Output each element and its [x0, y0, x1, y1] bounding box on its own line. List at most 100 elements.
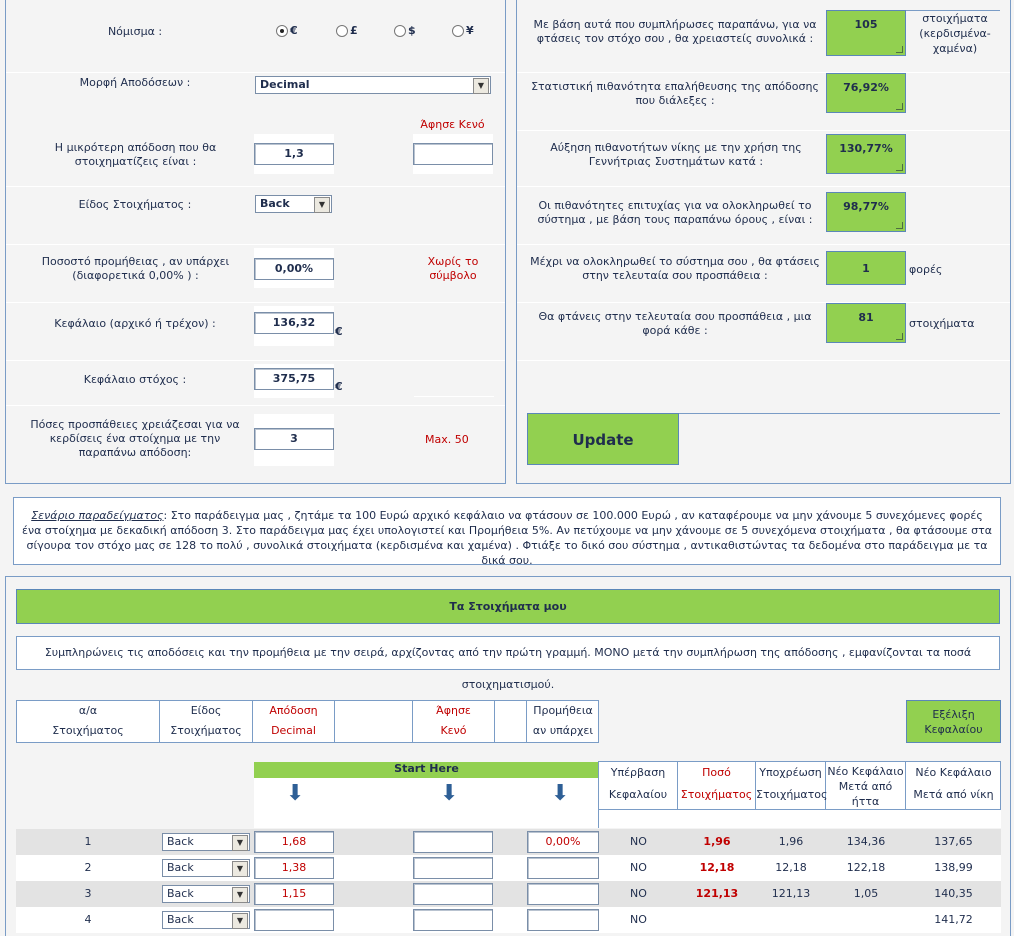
divider: [517, 130, 1010, 131]
row-odds-input[interactable]: 1,68: [254, 831, 334, 853]
increase-label: Αύξηση πιθανοτήτων νίκης με την χρήση τη…: [550, 141, 802, 168]
example-text: : Στο παράδειγμα μας , ζητάμε τα 100 Ευρ…: [22, 509, 992, 567]
leave-blank-label: Άφησε Κενό: [420, 118, 485, 131]
row-commission-input[interactable]: [527, 909, 599, 931]
row-number: 4: [84, 913, 92, 926]
row-blank-input[interactable]: [413, 831, 493, 853]
results-header: [598, 761, 1001, 810]
attempts-note: Max. 50: [425, 433, 469, 446]
header-odds: Απόδοση Decimal: [253, 701, 335, 742]
chevron-down-icon[interactable]: ▼: [232, 861, 248, 877]
row-bet-type-select[interactable]: Back ▼: [162, 859, 250, 877]
row-bet-type-select[interactable]: Back ▼: [162, 911, 250, 929]
header-num: α/α Στοιχήματος: [17, 701, 160, 742]
chevron-down-icon[interactable]: ▼: [314, 197, 330, 213]
divider: [6, 72, 505, 73]
attempts-input[interactable]: 3: [254, 428, 334, 450]
divider: [6, 244, 505, 245]
divider: [6, 360, 505, 361]
row-bet-type-select[interactable]: Back ▼: [162, 833, 250, 851]
odds-format-select[interactable]: Decimal ▼: [255, 76, 491, 94]
bets-title-bar: Τα Στοιχήματα μου: [16, 589, 1000, 624]
row-after-loss: 134,36: [846, 835, 886, 848]
row-blank-input[interactable]: [413, 883, 493, 905]
divider: [517, 72, 1010, 73]
header-exceed: Υπέρβαση Κεφαλαίου: [599, 762, 678, 809]
last-attempt-label: Μέχρι να ολοκληρωθεί το σύστημα σου , θα…: [530, 255, 820, 282]
increase-value: 130,77%: [826, 134, 906, 174]
capital-input[interactable]: 136,32: [254, 312, 334, 334]
total-bets-label: Με βάση αυτά που συμπλήρωσες παραπάνω, γ…: [533, 18, 817, 45]
start-here-bar: Start Here: [254, 762, 599, 778]
every-value: 81: [826, 303, 906, 343]
bets-title: Τα Στοιχήματα μου: [449, 600, 567, 613]
currency-radio-pound[interactable]: £: [336, 24, 358, 37]
left-panel: [5, 0, 506, 484]
row-exceed: NO: [630, 913, 647, 926]
odds-format-label: Μορφή Αποδόσεων :: [79, 76, 191, 89]
instructions-text: Συμπληρώνεις τις αποδόσεις και την προμή…: [44, 646, 972, 691]
divider: [517, 302, 1010, 303]
table-row: 4 Back ▼ NO 141,72: [16, 907, 1001, 933]
chevron-down-icon[interactable]: ▼: [473, 78, 489, 94]
row-liability: 12,18: [775, 861, 807, 874]
divider: [517, 186, 1010, 187]
capital-evolution-header: Εξέλιξη Κεφαλαίου: [906, 700, 1001, 743]
row-blank-input[interactable]: [413, 909, 493, 931]
success-label: Οι πιθανότητες επιτυχίας για να ολοκληρω…: [537, 199, 813, 226]
row-liability: 121,13: [771, 887, 811, 900]
row-exceed: NO: [630, 835, 647, 848]
header-after-loss: Νέο Κεφάλαιο Μετά από ήττα: [826, 762, 906, 809]
every-label: Θα φτάνεις στην τελευταία σου προσπάθεια…: [538, 310, 812, 337]
row-commission-input[interactable]: [527, 857, 599, 879]
bet-type-select[interactable]: Back ▼: [255, 195, 332, 213]
currency-radio-dollar[interactable]: $: [394, 24, 416, 37]
target-input[interactable]: 375,75: [254, 368, 334, 390]
table-row: 2 Back ▼ 1,38 NO 12,18 12,18 122,18 138,9…: [16, 855, 1001, 881]
right-panel: [516, 0, 1011, 484]
row-bet-type-select[interactable]: Back ▼: [162, 885, 250, 903]
arrow-down-icon: ⬇: [551, 781, 570, 806]
table-row: 1 Back ▼ 1,68 0,00% NO 1,96 1,96 134,36 1…: [16, 829, 1001, 855]
commission-note: Χωρίς το σύμβολο: [427, 255, 479, 282]
arrow-down-icon: ⬇: [286, 781, 305, 806]
probability-label: Στατιστική πιθανότητα επαλήθευσης της απ…: [531, 80, 819, 107]
target-label: Κεφάλαιο στόχος :: [83, 373, 187, 386]
row-odds-input[interactable]: 1,38: [254, 857, 334, 879]
commission-input[interactable]: 0,00%: [254, 258, 334, 280]
last-attempt-value: 1: [826, 251, 906, 285]
attempts-label: Πόσες προσπάθειες χρειάζεσαι για να κερδ…: [30, 418, 240, 459]
last-attempt-unit: φορές: [909, 263, 943, 276]
row-after-win: 138,99: [934, 861, 973, 874]
probability-value: 76,92%: [826, 73, 906, 113]
bets-panel: [5, 576, 1011, 936]
currency-radio-euro[interactable]: €: [276, 24, 298, 37]
min-odds-input[interactable]: 1,3: [254, 143, 334, 165]
row-blank-input[interactable]: [413, 857, 493, 879]
min-odds-blank-input[interactable]: [413, 143, 493, 165]
every-unit: στοιχήματα: [909, 317, 975, 330]
bet-type-label: Είδος Στοιχήματος :: [78, 198, 192, 211]
header-liability: Υποχρέωση Στοιχήματος: [756, 762, 827, 809]
row-commission-input[interactable]: 0,00%: [527, 831, 599, 853]
chevron-down-icon[interactable]: ▼: [232, 913, 248, 929]
currency-radio-yen[interactable]: ¥: [452, 24, 474, 37]
divider: [517, 244, 1010, 245]
header-commission: Προμήθεια αν υπάρχει: [532, 704, 594, 737]
example-box: Σενάριο παραδείγματος: Στο παράδειγμα μα…: [13, 497, 1001, 567]
update-button[interactable]: Update: [527, 413, 679, 465]
chevron-down-icon[interactable]: ▼: [232, 887, 248, 903]
instructions-box: Συμπληρώνεις τις αποδόσεις και την προμή…: [16, 636, 1000, 691]
chevron-down-icon[interactable]: ▼: [232, 835, 248, 851]
row-after-win: 141,72: [934, 913, 973, 926]
divider: [6, 302, 505, 303]
row-odds-input[interactable]: [254, 909, 334, 931]
row-after-loss: 1,05: [853, 887, 879, 900]
row-after-win: 140,35: [934, 887, 973, 900]
commission-label: Ποσοστό προμήθειας , αν υπάρχει (διαφορε…: [41, 255, 230, 282]
row-number: 1: [84, 835, 92, 848]
update-button-label: Update: [572, 431, 634, 449]
row-commission-input[interactable]: [527, 883, 599, 905]
header-after-win: Νέο Κεφάλαιο Μετά από νίκη: [913, 766, 994, 801]
row-odds-input[interactable]: 1,15: [254, 883, 334, 905]
